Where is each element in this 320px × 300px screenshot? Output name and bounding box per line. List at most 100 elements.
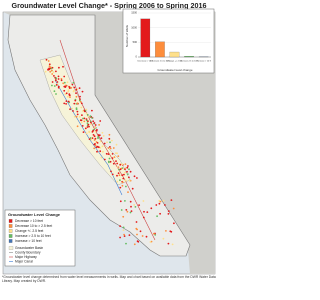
well-point bbox=[100, 156, 103, 159]
well-point bbox=[60, 79, 63, 82]
well-point bbox=[93, 122, 96, 124]
well-point bbox=[67, 95, 69, 98]
legend-label: Decrease > 10 feet bbox=[15, 219, 43, 223]
legend-swatch bbox=[8, 219, 13, 223]
well-point bbox=[122, 215, 125, 218]
well-point bbox=[75, 115, 78, 118]
well-point bbox=[56, 81, 59, 83]
footnote-box: *Groundwater level change determined fro… bbox=[2, 275, 216, 283]
y-tick-label: 0 bbox=[136, 55, 138, 59]
well-point bbox=[173, 222, 175, 225]
well-point bbox=[95, 146, 98, 149]
well-point bbox=[113, 156, 116, 159]
well-point bbox=[98, 134, 101, 137]
well-point bbox=[130, 205, 132, 208]
inset-chart: Number of Wells Groundwater level change… bbox=[122, 8, 215, 74]
well-point bbox=[80, 121, 83, 124]
x-tick-label: Increase 2.5 to 10 ft bbox=[180, 60, 199, 63]
x-tick-label: Decrease > 10 ft bbox=[138, 60, 154, 63]
well-point bbox=[103, 142, 106, 145]
legend-label: Increase > 2.5 to 10 feet bbox=[15, 234, 51, 238]
page: {"title": "Groundwater Level Change* - S… bbox=[2, 0, 216, 283]
well-point bbox=[162, 199, 165, 202]
well-point bbox=[124, 200, 126, 202]
well-point bbox=[88, 130, 91, 133]
well-point bbox=[94, 126, 96, 128]
well-point bbox=[93, 147, 96, 150]
well-point bbox=[82, 131, 85, 134]
well-point bbox=[75, 95, 78, 98]
well-point bbox=[128, 179, 131, 182]
well-point bbox=[55, 93, 57, 95]
legend-label: Decrease 10 to > 2.5 feet bbox=[15, 224, 52, 228]
well-point bbox=[82, 117, 84, 120]
well-point bbox=[111, 173, 114, 176]
well-point bbox=[78, 99, 81, 102]
well-point bbox=[75, 108, 78, 111]
chart-frame bbox=[122, 8, 215, 74]
well-point bbox=[105, 152, 108, 155]
well-point bbox=[155, 204, 158, 206]
well-point bbox=[47, 69, 49, 71]
well-point bbox=[67, 100, 70, 103]
well-point bbox=[106, 141, 108, 144]
legend-title: Groundwater Level Change bbox=[8, 212, 61, 217]
well-point bbox=[164, 204, 166, 206]
well-point bbox=[92, 120, 95, 123]
well-point bbox=[97, 146, 100, 149]
well-point bbox=[136, 228, 139, 231]
well-point bbox=[119, 200, 122, 203]
well-point bbox=[89, 115, 92, 118]
well-point bbox=[125, 185, 127, 188]
well-point bbox=[162, 237, 165, 240]
well-point bbox=[79, 98, 81, 100]
well-point bbox=[119, 186, 122, 189]
well-point bbox=[127, 176, 130, 179]
well-point bbox=[129, 200, 132, 203]
well-point bbox=[70, 87, 73, 89]
well-point bbox=[141, 235, 144, 237]
bar bbox=[140, 18, 151, 58]
well-point bbox=[44, 70, 47, 73]
well-point bbox=[72, 110, 74, 112]
well-point bbox=[131, 187, 134, 190]
well-point bbox=[117, 166, 119, 168]
well-point bbox=[48, 63, 51, 66]
well-point bbox=[156, 215, 159, 218]
well-points bbox=[44, 58, 175, 246]
well-point bbox=[116, 180, 119, 183]
well-point bbox=[123, 235, 126, 238]
well-point bbox=[76, 110, 79, 113]
well-point bbox=[159, 212, 162, 215]
well-point bbox=[170, 199, 173, 202]
well-point bbox=[111, 139, 113, 142]
well-point bbox=[111, 153, 114, 155]
x-tick-label: Change +/- 2.5 ft bbox=[167, 60, 183, 63]
well-point bbox=[98, 124, 100, 126]
well-point bbox=[119, 179, 121, 182]
legend-swatch bbox=[8, 224, 13, 228]
well-point bbox=[81, 90, 84, 93]
well-point bbox=[68, 86, 71, 88]
well-point bbox=[115, 160, 117, 163]
well-point bbox=[87, 115, 90, 118]
well-point bbox=[85, 119, 88, 122]
well-point bbox=[65, 92, 68, 95]
well-point bbox=[123, 173, 125, 176]
well-point bbox=[80, 106, 83, 109]
well-point bbox=[85, 132, 88, 135]
well-point bbox=[97, 134, 100, 136]
well-point bbox=[93, 139, 96, 141]
well-point bbox=[129, 211, 132, 214]
well-point bbox=[99, 120, 102, 122]
well-point bbox=[171, 243, 174, 246]
well-point bbox=[119, 236, 121, 239]
well-point bbox=[62, 65, 64, 68]
well-point bbox=[60, 78, 63, 80]
well-point bbox=[90, 138, 93, 141]
well-point bbox=[118, 168, 120, 171]
footnote: *Groundwater level change determined fro… bbox=[2, 275, 216, 283]
x-axis-label: Groundwater level change bbox=[157, 68, 192, 72]
legend-swatch bbox=[8, 229, 13, 233]
bar bbox=[169, 51, 180, 58]
